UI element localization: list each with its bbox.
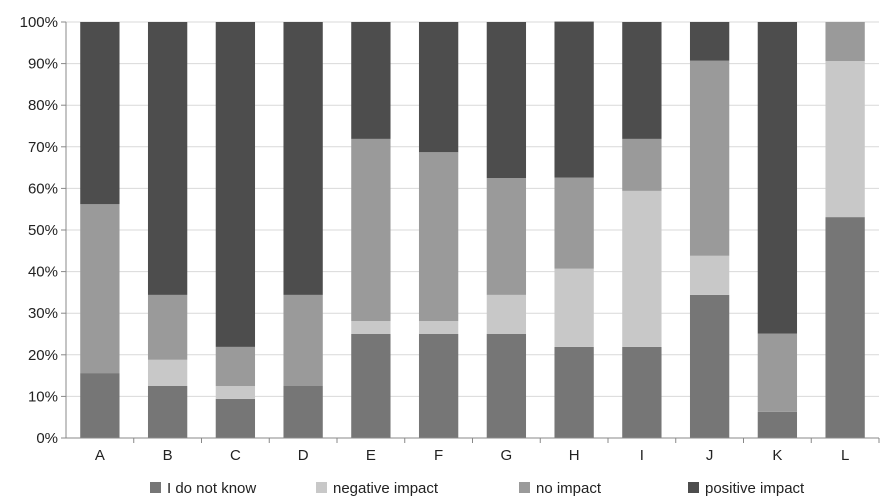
bar-segment-J-2 [689,60,730,256]
bar-segment-D-2 [283,294,323,386]
legend-label: I do not know [167,480,256,497]
y-tick-label: 50% [28,222,58,239]
axes: 0% 10% 20% 30% 40% 50% 60% 70% 80% 90% 100% A B C D E F G… [20,14,880,464]
bar-segment-B-0 [147,386,188,438]
bar-segment-J-3 [689,22,730,61]
x-tick-label: G [501,447,513,464]
bar-segment-C-2 [215,346,256,386]
bar-segment-L-0 [825,217,865,438]
bar-segment-L-1 [825,61,865,218]
bar-segment-H-2 [554,177,594,269]
bar-segment-F-0 [418,334,459,438]
x-tick-label: K [772,447,782,464]
y-tick-label: 90% [28,56,58,73]
bar-segment-C-0 [215,398,256,438]
legend: I do not know negative impact no impact pos… [150,480,805,497]
bar-segment-F-1 [418,321,459,334]
y-tick-label: 60% [28,180,58,197]
y-tick-label: 10% [28,388,58,405]
y-tick-label: 80% [28,97,58,114]
bar-segment-B-3 [147,22,188,295]
legend-label: no impact [536,480,602,497]
x-tick-label: F [434,447,443,464]
bar-segment-E-1 [351,321,391,334]
x-tick-label: J [706,447,714,464]
bar-segment-E-0 [351,334,391,438]
y-tick-label: 20% [28,347,58,364]
bar-segment-I-3 [622,22,662,139]
x-tick-label: D [298,447,309,464]
bar-segment-K-3 [757,22,798,334]
y-tick-label: 70% [28,139,58,156]
y-tick-label: 0% [36,430,58,447]
legend-swatch [688,482,699,493]
bar-segment-G-2 [486,178,527,295]
x-tick-label: E [366,447,376,464]
bar-segment-F-2 [418,152,459,322]
legend-label: negative impact [333,480,439,497]
legend-swatch [519,482,530,493]
bar-segment-I-1 [622,190,662,347]
y-tick-label: 40% [28,264,58,281]
bar-segment-K-0 [757,411,798,438]
bar-segment-H-0 [554,346,594,438]
bar-segment-D-3 [283,22,323,295]
y-tick-label: 100% [20,14,58,31]
bar-segment-B-1 [147,359,188,386]
bar-segment-E-2 [351,138,391,322]
bar-segment-E-3 [351,22,391,139]
bars [80,21,865,438]
legend-swatch [150,482,161,493]
x-tick-label: L [841,447,849,464]
bar-segment-B-2 [147,294,188,360]
legend-swatch [316,482,327,493]
bar-segment-H-1 [554,268,594,347]
x-tick-label: B [163,447,173,464]
bar-segment-I-0 [622,346,662,438]
bar-segment-K-2 [757,333,798,412]
x-tick-label: I [640,447,644,464]
legend-label: positive impact [705,480,805,497]
gridlines [66,21,879,439]
bar-segment-J-0 [689,294,730,438]
bar-segment-G-1 [486,294,527,334]
bar-segment-H-3 [554,21,594,178]
bar-segment-A-3 [80,22,120,205]
bar-segment-C-1 [215,386,256,399]
bar-segment-I-2 [622,138,662,191]
bar-segment-C-3 [215,22,256,347]
x-tick-label: A [95,447,105,464]
bar-segment-L-2 [825,22,865,62]
bar-segment-F-3 [418,22,459,153]
bar-segment-A-0 [80,373,120,438]
bar-segment-J-1 [689,255,730,295]
x-tick-label: H [569,447,580,464]
bar-segment-A-2 [80,204,120,374]
bar-segment-G-3 [486,22,527,178]
x-tick-label: C [230,447,241,464]
bar-segment-D-0 [283,386,323,438]
y-tick-label: 30% [28,305,58,322]
bar-segment-G-0 [486,334,527,438]
